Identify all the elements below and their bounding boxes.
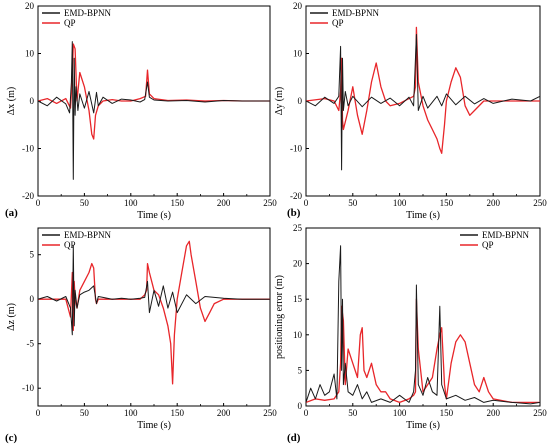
- series-line-qp: [38, 240, 270, 385]
- x-tick-label: 50: [80, 198, 90, 208]
- x-tick-label: 150: [440, 408, 454, 418]
- x-axis-label: Time (s): [137, 210, 171, 221]
- y-axis-label: Δz (m): [6, 303, 17, 331]
- legend-label: QP: [332, 18, 344, 28]
- legend-label: EMD-BPNN: [64, 8, 112, 18]
- x-tick-label: 0: [36, 408, 41, 418]
- series-line-emd-bpnn: [38, 41, 270, 180]
- x-tick-label: 150: [170, 408, 184, 418]
- x-tick-label: 250: [263, 408, 277, 418]
- y-tick-label: 20: [293, 1, 303, 11]
- y-tick-label: 5: [298, 365, 303, 375]
- y-tick-label: 0: [298, 96, 303, 106]
- chart-panel-3: 0 50 100 150 200 250 -10 -5 0 5 Time (s) Δz (m) EMD-…: [5, 227, 277, 444]
- y-tick-label: 10: [293, 49, 303, 59]
- x-tick-label: 100: [124, 408, 138, 418]
- x-tick-label: 50: [348, 408, 358, 418]
- x-tick-label: 200: [217, 198, 231, 208]
- y-axis-label: Δy (m): [274, 87, 285, 115]
- panel-label: (a): [5, 207, 18, 219]
- legend-label: QP: [482, 240, 494, 250]
- x-tick-label: 100: [124, 198, 138, 208]
- x-tick-label: 0: [36, 198, 41, 208]
- x-tick-label: 250: [533, 408, 547, 418]
- series-line-emd-bpnn: [38, 245, 270, 336]
- y-tick-label: 5: [30, 250, 35, 260]
- x-tick-label: 0: [304, 198, 309, 208]
- y-tick-label: -20: [22, 191, 34, 201]
- x-tick-label: 50: [348, 198, 358, 208]
- series-line-qp: [306, 298, 540, 404]
- y-tick-label: 10: [25, 49, 35, 59]
- chart-panel-4: 0 50 100 150 200 250 0 5 10 15 20 25 Time (s) positio…: [274, 223, 547, 444]
- y-tick-label: -5: [27, 339, 35, 349]
- y-tick-label: -10: [22, 144, 34, 154]
- x-tick-label: 200: [486, 198, 500, 208]
- x-tick-label: 0: [304, 408, 309, 418]
- y-tick-label: -10: [22, 383, 34, 393]
- x-tick-label: 200: [486, 408, 500, 418]
- panel-label: (d): [287, 432, 301, 444]
- y-tick-label: 20: [25, 1, 35, 11]
- y-axis-label: positioning error (m): [274, 275, 285, 359]
- y-tick-label: 20: [293, 259, 303, 269]
- legend-label: EMD-BPNN: [482, 230, 530, 240]
- y-tick-label: 0: [30, 294, 35, 304]
- legend-label: EMD-BPNN: [64, 230, 112, 240]
- x-tick-label: 100: [393, 408, 407, 418]
- y-tick-label: 0: [298, 401, 303, 411]
- y-tick-label: 15: [293, 294, 303, 304]
- series-line-emd-bpnn: [306, 245, 540, 405]
- x-tick-label: 250: [263, 198, 277, 208]
- legend-label: EMD-BPNN: [332, 8, 380, 18]
- series-line-emd-bpnn: [306, 34, 540, 171]
- chart-panel-2: 0 50 100 150 200 250 -20 -10 0 10 20 Time (s) Δy (m)…: [274, 1, 547, 221]
- y-tick-label: 0: [30, 96, 35, 106]
- y-tick-label: -10: [290, 144, 302, 154]
- legend-label: QP: [64, 18, 76, 28]
- y-axis-label: Δx (m): [6, 87, 17, 115]
- x-axis-label: Time (s): [406, 420, 440, 431]
- x-tick-label: 150: [440, 198, 454, 208]
- x-axis-label: Time (s): [406, 210, 440, 221]
- y-tick-label: -20: [290, 191, 302, 201]
- x-tick-label: 250: [533, 198, 547, 208]
- x-tick-label: 50: [80, 408, 90, 418]
- x-axis-label: Time (s): [137, 420, 171, 431]
- y-tick-label: 10: [293, 330, 303, 340]
- legend-label: QP: [64, 240, 76, 250]
- x-tick-label: 150: [170, 198, 184, 208]
- x-tick-label: 100: [393, 198, 407, 208]
- panel-label: (b): [287, 207, 301, 219]
- chart-panel-1: 0 50 100 150 200 250 -20 -10 0 10 20 Time (s) Δx (m)…: [5, 1, 277, 221]
- x-tick-label: 200: [217, 408, 231, 418]
- y-tick-label: 25: [293, 223, 303, 233]
- panel-label: (c): [5, 432, 18, 444]
